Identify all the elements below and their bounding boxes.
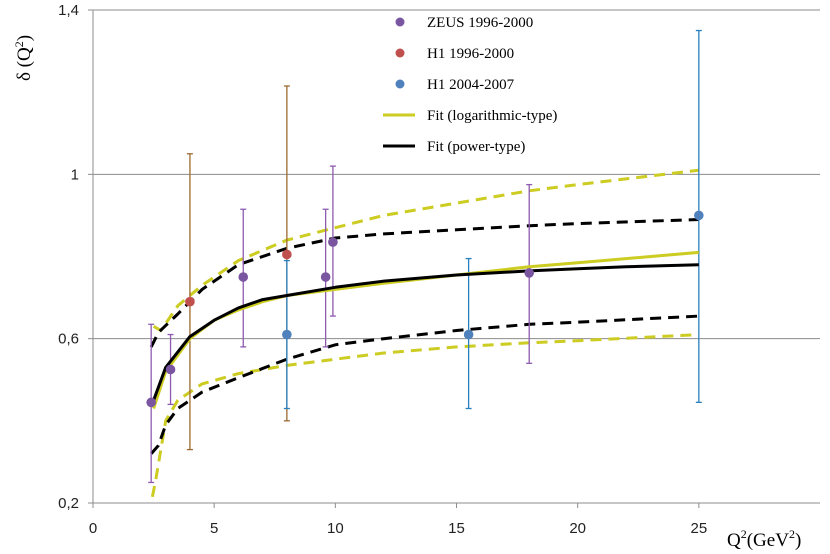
legend-item-zeus-1996-2000: ZEUS 1996-2000	[395, 15, 533, 31]
legend-label: Fit (power-type)	[427, 139, 525, 155]
h1-2004-2007-point	[282, 329, 292, 340]
x-tick-label: 10	[327, 520, 344, 537]
legend-marker-dot	[395, 17, 405, 27]
zeus-1996-2000-point	[238, 272, 249, 282]
fit-logarithmic-type-upper-band-curve	[152, 168, 699, 333]
zeus-1996-2000-point	[146, 397, 156, 408]
x-tick-label: 5	[210, 520, 218, 537]
zeus-1996-2000-point	[165, 364, 176, 375]
zeus-1996-2000-point	[320, 272, 331, 282]
legend-label: H1 1996-2000	[427, 46, 514, 62]
legend-item-fit-logarithmic-type: Fit (logarithmic-type)	[383, 108, 557, 124]
x-axis-title: Q2(GeV2)	[727, 527, 801, 551]
legend-item-h1-1996-2000: H1 1996-2000	[395, 46, 514, 62]
fit-logarithmic-type-curve	[152, 250, 699, 409]
h1-2004-2007-point	[694, 210, 704, 221]
axes	[92, 10, 820, 504]
x-tick-label: 15	[448, 520, 465, 537]
zeus-1996-2000-point	[328, 237, 338, 247]
zeus-1996-2000-point	[524, 268, 534, 278]
fit-power-type-lower-band-curve	[150, 314, 699, 455]
y-tick-label: 0,2	[58, 495, 79, 512]
x-tick-label: 20	[569, 520, 586, 537]
legend-marker-dot	[395, 48, 405, 58]
x-tick-label: 0	[89, 520, 97, 537]
x-tick-labels: 0 5 10 15 20 25	[89, 520, 707, 537]
legend-marker-dot	[395, 79, 405, 89]
y-tick-label: 0,6	[58, 331, 79, 348]
data-points	[146, 210, 704, 408]
fit-bands	[149, 168, 699, 498]
y-axis-title: δ (Q2)	[12, 35, 35, 81]
h1-2004-2007-point	[463, 329, 474, 340]
fit-power-type-upper-band-curve	[149, 218, 699, 348]
legend-label: ZEUS 1996-2000	[427, 15, 533, 31]
error-bars	[148, 29, 702, 484]
h1-1996-2000-point	[282, 249, 292, 260]
h1-1996-2000-point	[185, 296, 195, 307]
legend-item-h1-2004-2007: H1 2004-2007	[395, 77, 515, 93]
y-tick-label: 1,4	[58, 2, 79, 19]
legend-label: Fit (logarithmic-type)	[427, 108, 557, 124]
y-tick-label: 1	[71, 166, 79, 183]
legend-item-fit-power-type: Fit (power-type)	[383, 139, 525, 155]
fit-power-type-curve	[152, 263, 699, 401]
x-tick-label: 25	[690, 520, 707, 537]
fit-logarithmic-type-lower-band-curve	[150, 333, 699, 498]
fit-lines	[152, 250, 699, 409]
legend: ZEUS 1996-2000 H1 1996-2000 H1 2004-2007 Fi…	[383, 15, 557, 155]
legend-label: H1 2004-2007	[427, 77, 515, 93]
y-tick-labels: 0,2 0,6 1 1,4	[58, 2, 79, 512]
